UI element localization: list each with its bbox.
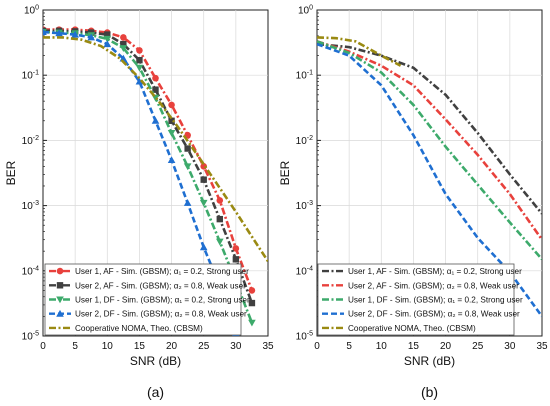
- panel-label: (a): [147, 384, 164, 400]
- data-point: [152, 74, 159, 82]
- data-point: [135, 64, 144, 72]
- x-tick-label: 25: [198, 341, 210, 352]
- x-tick-label: 20: [166, 341, 178, 352]
- data-point: [71, 30, 79, 38]
- y-tick-label: 10-1: [22, 70, 39, 82]
- legend-marker: [56, 296, 64, 304]
- series-line-5: [317, 36, 402, 67]
- x-tick-label: 25: [472, 341, 484, 352]
- y-tick-label: 10-2: [296, 135, 313, 147]
- data-point: [168, 117, 175, 124]
- series-line-1: [317, 42, 542, 215]
- legend-entry: User 1, AF - Sim. (GBSM); α₁ = 0.2, Stro…: [348, 267, 522, 276]
- data-point: [199, 199, 208, 207]
- data-point: [216, 215, 223, 223]
- y-tick-label: 100: [24, 5, 39, 17]
- y-tick-label: 10-3: [22, 200, 39, 212]
- legend-entry: User 2, AF - Sim. (GBSM); α₂ = 0.8, Weak…: [348, 281, 519, 290]
- data-point: [232, 256, 240, 263]
- data-point: [87, 33, 96, 41]
- data-point: [152, 86, 159, 93]
- legend-entry: User 2, DF - Sim. (GBSM); α₂ = 0.8, Weak…: [348, 310, 520, 319]
- series-line-3: [43, 30, 254, 324]
- chart-panel-1: 0 5 10 15 20 25 30 35 100 10-1 10-2 10-3 10-4 10-5 SNR…: [4, 5, 274, 401]
- data-point: [103, 35, 112, 43]
- data-point: [136, 56, 143, 64]
- data-point: [119, 45, 128, 52]
- data-point: [215, 238, 224, 246]
- data-point: [167, 156, 176, 164]
- x-tick-label: 5: [72, 341, 78, 352]
- data-point: [120, 34, 127, 41]
- x-tick-label: 0: [40, 341, 46, 352]
- data-point: [167, 129, 176, 137]
- x-tick-label: 15: [134, 341, 146, 352]
- chart-panel-2: 0 5 10 15 20 25 30 35 100 10-1 10-2 10-3 10-4 10-5 SNR…: [278, 5, 548, 401]
- data-point: [248, 319, 256, 327]
- data-point: [248, 287, 256, 294]
- data-point: [151, 116, 160, 124]
- legend-entry: User 1, DF - Sim. (GBSM); α₁ = 0.2, Stro…: [348, 296, 523, 305]
- data-point: [135, 77, 144, 85]
- y-tick-label: 10-4: [22, 265, 39, 277]
- x-tick-label: 30: [230, 341, 242, 352]
- data-point: [248, 299, 256, 307]
- x-tick-label: 20: [440, 341, 452, 352]
- panel-label: (b): [421, 384, 438, 400]
- data-point: [200, 176, 207, 183]
- data-point: [43, 28, 47, 35]
- data-point: [168, 101, 175, 109]
- data-point: [104, 31, 111, 38]
- x-tick-label: 10: [102, 341, 114, 352]
- data-point: [55, 29, 63, 37]
- x-axis-label: SNR (dB): [404, 354, 455, 368]
- legend-marker: [56, 309, 64, 317]
- legend-box: [317, 263, 515, 336]
- data-point: [199, 243, 208, 251]
- legend: User 1, AF - Sim. (GBSM); α₁ = 0.2, Stro…: [44, 263, 250, 336]
- x-tick-label: 30: [504, 341, 516, 352]
- data-point: [183, 199, 192, 206]
- y-tick-label: 10-2: [22, 135, 39, 147]
- legend-marker: [56, 282, 64, 289]
- y-tick-label: 10-3: [296, 200, 313, 212]
- series-line-5: [43, 36, 268, 263]
- y-tick-label: 100: [298, 5, 313, 17]
- y-axis-label: BER: [278, 160, 292, 185]
- x-tick-label: 5: [346, 341, 352, 352]
- x-tick-label: 10: [376, 341, 388, 352]
- legend-entry: Cooperative NOMA, Theo. (CBSM): [348, 324, 476, 333]
- legend-entry: User 2, AF - Sim. (GBSM); α₂ = 0.8, Weak…: [75, 281, 246, 290]
- data-point: [120, 40, 127, 48]
- data-point: [119, 54, 128, 62]
- y-tick-label: 10-5: [22, 331, 39, 343]
- y-tick-label: 10-5: [296, 331, 313, 343]
- legend-entry: User 1, DF - Sim. (GBSM); α₁ = 0.2, Stro…: [75, 296, 250, 305]
- x-axis-label: SNR (dB): [130, 354, 181, 368]
- data-point: [136, 47, 143, 54]
- y-tick-label: 10-1: [296, 70, 313, 82]
- series-line-2: [317, 40, 542, 241]
- series-group: [43, 26, 268, 336]
- series-line-3: [317, 40, 542, 261]
- data-point: [183, 163, 192, 171]
- x-tick-label: 35: [262, 341, 274, 352]
- legend-entry: Cooperative NOMA, Theo. (CBSM): [75, 324, 203, 333]
- legend: User 1, AF - Sim. (GBSM); α₁ = 0.2, Stro…: [317, 263, 523, 336]
- data-point: [232, 245, 240, 252]
- legend-entry: User 1, AF - Sim. (GBSM); α₁ = 0.2, Stro…: [75, 267, 249, 276]
- x-tick-label: 0: [314, 341, 320, 352]
- legend-marker: [56, 267, 64, 275]
- legend-box: [44, 263, 242, 336]
- y-tick-label: 10-4: [296, 265, 313, 277]
- data-point: [216, 197, 224, 204]
- data-point: [184, 145, 191, 152]
- x-tick-label: 15: [408, 341, 420, 352]
- y-axis-label: BER: [4, 160, 18, 185]
- data-point: [103, 40, 112, 48]
- x-tick-label: 35: [536, 341, 548, 352]
- legend-entry: User 2, DF - Sim. (GBSM); α₂ = 0.8, Weak…: [75, 310, 247, 319]
